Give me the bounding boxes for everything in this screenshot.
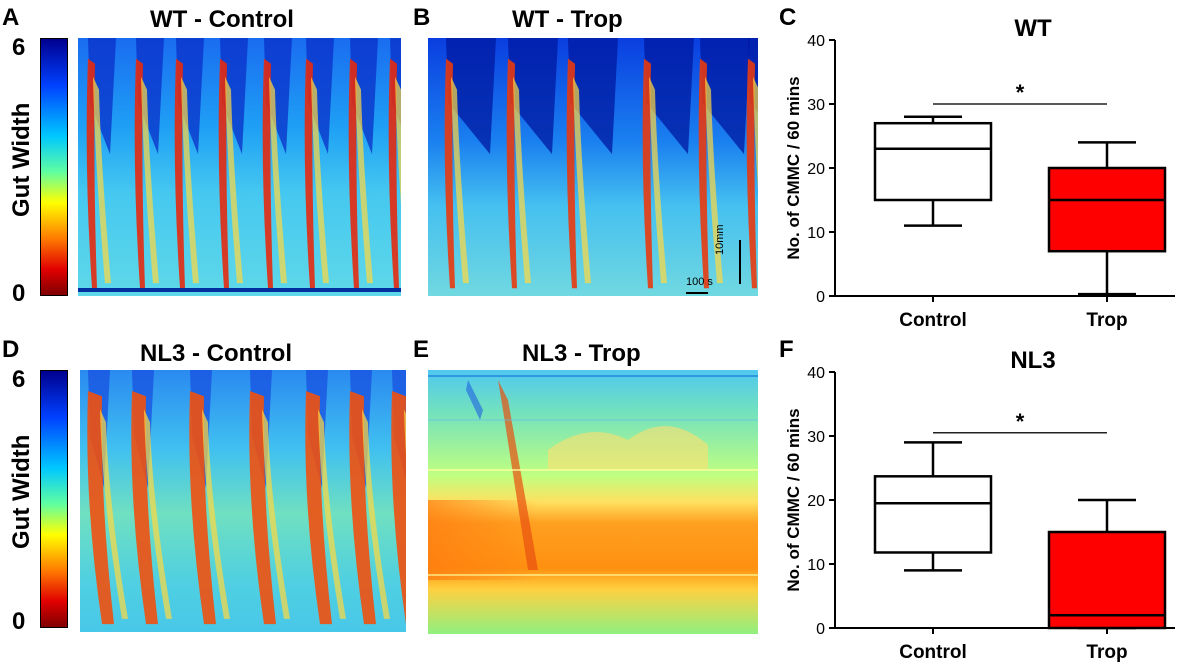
boxplot-nl3: NL3 0 10 20 30 40 No. of CMMC / 60 mins Control… — [784, 347, 1175, 663]
y-axis-label: No. of CMMC / 60 mins — [784, 76, 803, 259]
box-trop — [1047, 530, 1167, 630]
panel-letter-b: B — [413, 4, 431, 31]
y-axis-label: No. of CMMC / 60 mins — [784, 408, 803, 591]
box-control — [873, 475, 993, 554]
x-tick-label: Control — [899, 642, 967, 663]
colorbar-max-label-2: 6 — [12, 366, 26, 393]
panel-letter-e: E — [413, 336, 430, 363]
panel-letter-a: A — [2, 4, 20, 31]
panel-a-title: WT - Control — [150, 6, 294, 33]
x-tick-label: Trop — [1086, 310, 1127, 331]
panel-e-title: NL3 - Trop — [522, 340, 641, 367]
time-scale-label: 100 s — [686, 276, 713, 288]
panel-letter-d: D — [2, 336, 20, 363]
colorbar-min-label: 0 — [12, 280, 26, 307]
length-scale-label: 10mm — [714, 224, 726, 255]
colorbar-label: Gut Width — [8, 102, 35, 217]
significance-star: * — [1016, 80, 1025, 105]
y-tick-label: 20 — [807, 493, 825, 510]
colorbar — [40, 38, 68, 296]
chart-title: NL3 — [1010, 347, 1055, 374]
y-tick-label: 10 — [807, 225, 825, 242]
significance-star: * — [1016, 409, 1025, 434]
panel-b-title: WT - Trop — [512, 6, 623, 33]
y-tick-label: 40 — [807, 365, 825, 382]
y-tick-label: 20 — [807, 161, 825, 178]
y-tick-label: 30 — [807, 97, 825, 114]
box-trop — [1047, 166, 1167, 253]
box-control — [873, 121, 993, 202]
y-tick-label: 40 — [807, 33, 825, 50]
kymograph-wt-trop — [428, 38, 758, 296]
y-tick-label: 0 — [816, 289, 825, 306]
panel-letter-f: F — [779, 336, 794, 363]
kymograph-nl3-trop — [428, 370, 758, 634]
chart-title: WT — [1014, 15, 1052, 42]
y-tick-label: 0 — [816, 621, 825, 638]
panel-d-title: NL3 - Control — [140, 340, 292, 367]
colorbar-min-label-2: 0 — [12, 608, 26, 635]
kymograph-wt-control — [78, 38, 401, 296]
colorbar-label-2: Gut Width — [8, 434, 35, 549]
kymograph-nl3-control — [80, 370, 406, 632]
boxplot-wt: WT 0 10 20 30 40 No. of CMMC / 60 mins Control T… — [784, 15, 1175, 331]
colorbar-max-label: 6 — [12, 34, 26, 61]
colorbar-2 — [40, 370, 68, 628]
y-tick-label: 30 — [807, 429, 825, 446]
y-tick-label: 10 — [807, 557, 825, 574]
x-tick-label: Control — [899, 310, 967, 331]
panel-letter-c: C — [779, 4, 797, 31]
x-tick-label: Trop — [1086, 642, 1127, 663]
